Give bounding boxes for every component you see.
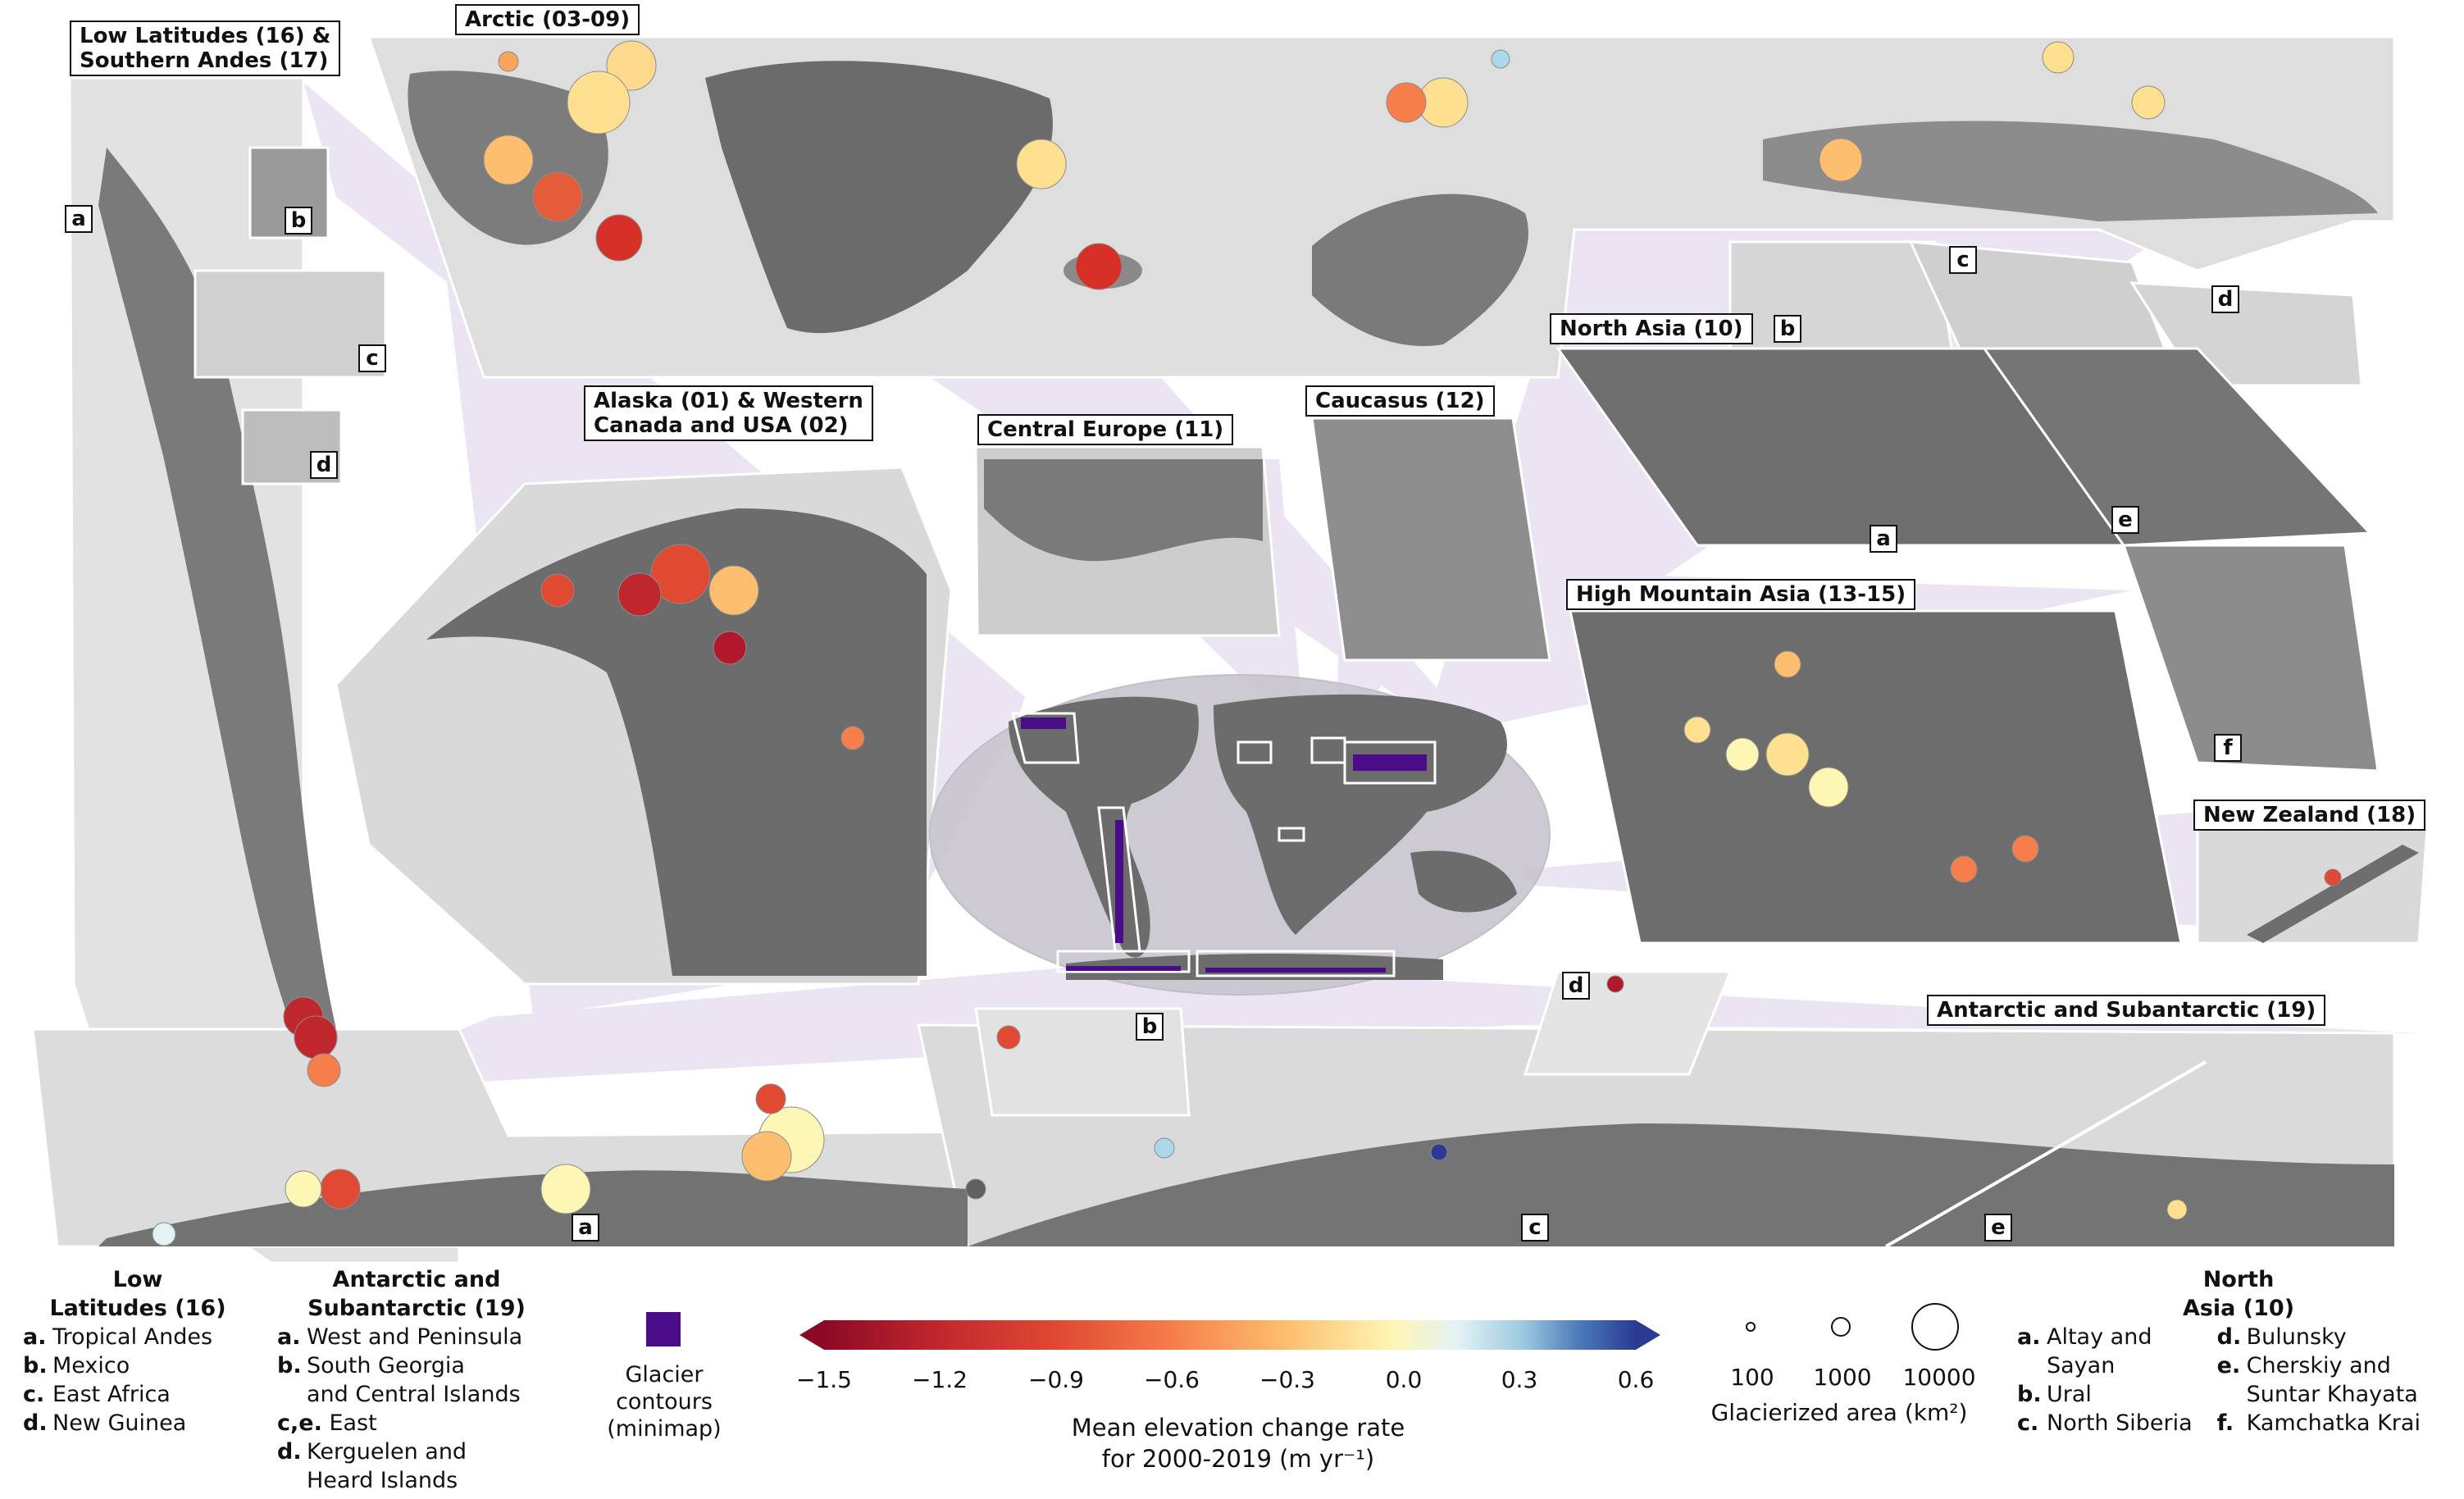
legend-item: a. Tropical Andes: [23, 1324, 213, 1350]
glacier-contour-swatch: [646, 1312, 681, 1346]
colorbar-tick: −0.9: [1028, 1366, 1084, 1393]
legend-item: c. North Siberia: [2017, 1410, 2193, 1436]
tag-ll-b: b: [285, 207, 312, 235]
tag-ll-d: d: [310, 451, 338, 479]
legend-item: b. South Georgia and Central Islands: [277, 1353, 521, 1407]
colorbar-tick: 0.3: [1501, 1366, 1538, 1393]
legend-low-latitudes: Low Latitudes (16) a. Tropical Andes b. Me…: [23, 1265, 253, 1437]
legend-item: c,e. East: [277, 1410, 377, 1436]
hma-panel: [1569, 609, 2183, 945]
tag-na-b: b: [1774, 315, 1801, 343]
colorbar: [799, 1320, 1660, 1350]
legend-item: e. Cherskiy and Suntar Khayata: [2216, 1353, 2418, 1407]
glacier-points: [152, 40, 2342, 1246]
antarctic-panel: [31, 970, 2396, 1248]
colorbar-tick: 0.0: [1385, 1366, 1423, 1393]
legend-antarctic: Antarctic and Subantarctic (19) a. West a…: [277, 1265, 556, 1495]
tag-ant-b: b: [1136, 1013, 1164, 1041]
size-legend-value: 100: [1730, 1364, 1774, 1391]
legend-item: b. Ural: [2017, 1382, 2092, 1407]
tag-na-c: c: [1949, 246, 1977, 274]
legend-item: a. West and Peninsula: [277, 1324, 523, 1350]
tag-na-e: e: [2111, 506, 2139, 534]
size-legend-circles: [1746, 1303, 1959, 1351]
size-legend-value: 1000: [1813, 1364, 1872, 1391]
tag-ant-e: e: [1984, 1214, 2012, 1242]
alaska-panel: [335, 466, 953, 986]
label-north-asia: North Asia (10): [1550, 313, 1753, 344]
label-caucasus: Caucasus (12): [1305, 385, 1495, 417]
tag-ll-a: a: [65, 205, 93, 233]
arctic-panel: [367, 35, 2396, 379]
label-low-latitudes-andes: Low Latitudes (16) & Southern Andes (17): [70, 21, 341, 76]
tag-na-a: a: [1870, 525, 1897, 553]
legend-item: f. Kamchatka Krai: [2216, 1410, 2421, 1436]
legend-item: a. Altay and Sayan: [2017, 1324, 2152, 1378]
label-antarctic: Antarctic and Subantarctic (19): [1927, 995, 2326, 1026]
legend-item: d. Kerguelen and Heard Islands: [277, 1439, 467, 1493]
world-minimap: [929, 674, 1551, 996]
label-alaska: Alaska (01) & Western Canada and USA (02…: [584, 385, 873, 441]
tag-ant-c: c: [1521, 1214, 1549, 1242]
legend-item: d. New Guinea: [23, 1410, 187, 1436]
legend-contours-label: Glacier contours (minimap): [607, 1362, 722, 1442]
size-legend-value: 10000: [1902, 1364, 1976, 1391]
tag-ll-c: c: [358, 344, 386, 372]
label-hma: High Mountain Asia (13-15): [1566, 579, 1916, 610]
legend-item: c. East Africa: [23, 1382, 171, 1407]
colorbar-label: Mean elevation change rate for 2000-2019…: [1071, 1414, 1405, 1473]
tag-na-f: f: [2214, 734, 2242, 762]
legend-antarctic-title: Antarctic and Subantarctic (19): [307, 1267, 526, 1321]
legend-north-asia: North Asia (10) a. Altay and Sayan b. Ural…: [2017, 1265, 2460, 1437]
colorbar-tick: −1.5: [796, 1366, 852, 1393]
new-zealand-panel: [2196, 827, 2429, 945]
colorbar-tick: −1.2: [912, 1366, 968, 1393]
caucasus-panel: [1310, 417, 1551, 662]
label-central-europe: Central Europe (11): [977, 414, 1234, 445]
tag-ant-d: d: [1562, 972, 1590, 1000]
colorbar-tick: −0.3: [1259, 1366, 1315, 1393]
size-legend-label: Glacierized area (km²): [1710, 1399, 1968, 1426]
legend-north-asia-title: North Asia (10): [2182, 1267, 2295, 1321]
tag-ant-a: a: [572, 1214, 599, 1242]
label-new-zealand: New Zealand (18): [2193, 800, 2426, 831]
label-arctic: Arctic (03-09): [455, 4, 640, 35]
legend-item: b. Mexico: [23, 1353, 130, 1378]
legend-low-latitudes-title: Low Latitudes (16): [49, 1267, 226, 1321]
colorbar-bar: [824, 1320, 1636, 1350]
legend-item: d. Bulunsky: [2216, 1324, 2347, 1350]
central-europe-panel: [974, 445, 1281, 637]
colorbar-tick: 0.6: [1617, 1366, 1655, 1393]
tag-na-d: d: [2211, 285, 2239, 313]
low-latitudes-andes-panel: [68, 76, 461, 1264]
colorbar-tick: −0.6: [1144, 1366, 1200, 1393]
